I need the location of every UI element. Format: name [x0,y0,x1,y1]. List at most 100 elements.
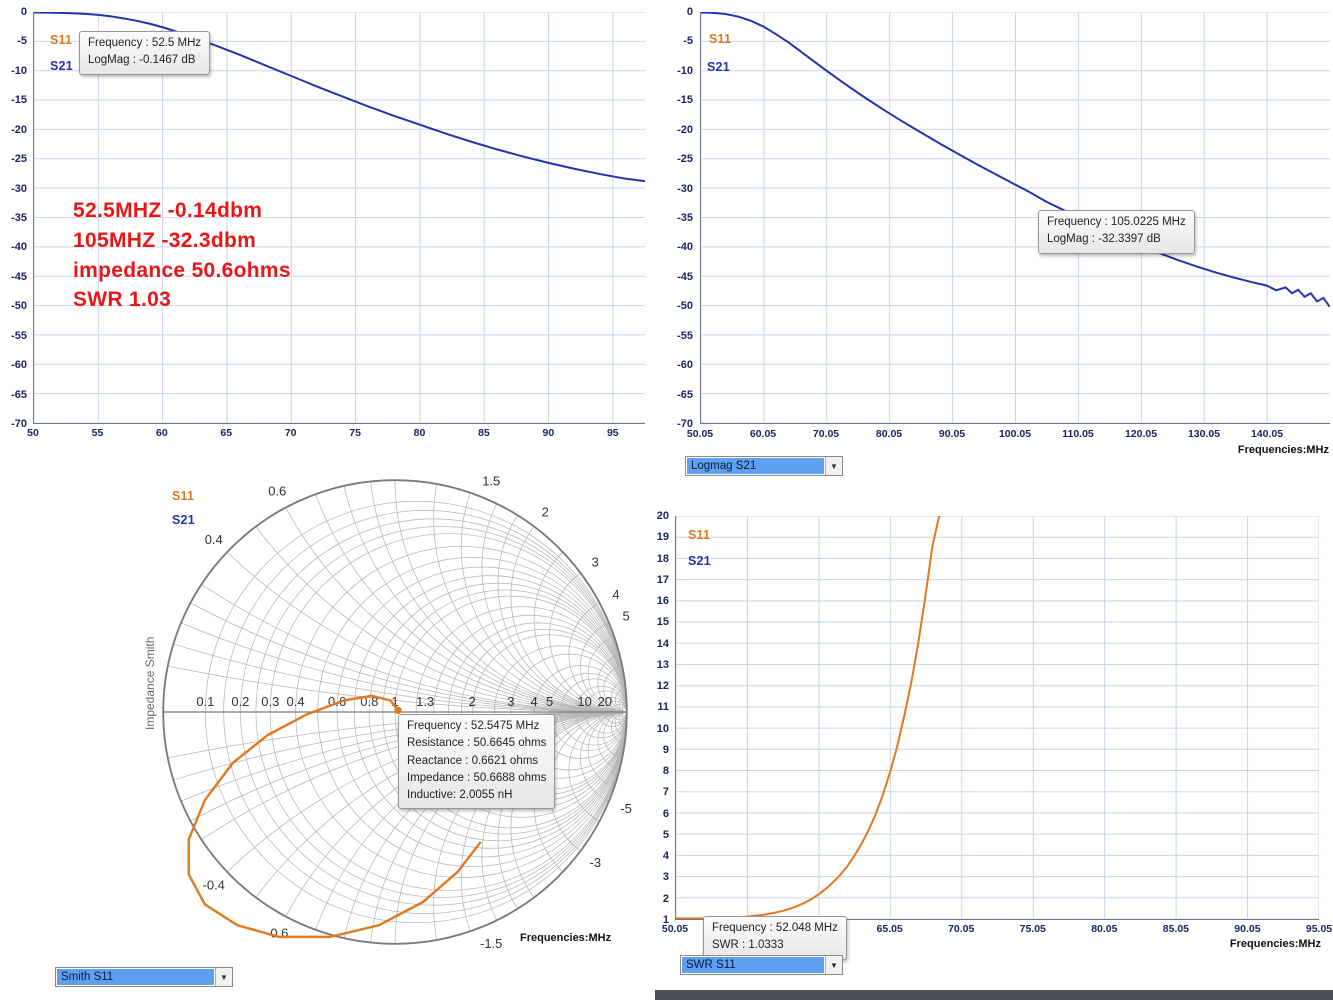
tick-label: 6 [662,807,669,820]
swr-canvas [676,516,1319,919]
dropdown-selected-value: Smith S11 [57,969,214,985]
x-axis-title: Frequencies:MHz [1229,938,1321,950]
smith-chart-canvas[interactable]: 0.1 0.2 0.3 0.4 0.6 0.8 1 1.3 2 3 4 5 10 200.40.61.52… [140,457,650,967]
legend-s11: S11 [50,33,73,47]
legend-s11: S11 [172,489,195,503]
legend-s21: S21 [707,60,730,74]
tick-label: 2 [662,892,669,905]
x-axis-title: Frequencies:MHz [520,932,612,944]
tick-label: 12 [656,680,669,693]
tick-label: 60.05 [749,428,777,440]
logmag-s21-x-tick-labels: 50.05 60.05 70.05 80.05 90.05 100.05 110.05 120… [687,427,1330,441]
tick-label: -20 [11,123,27,136]
marker-tooltip: Frequency : 52.5475 MHz Resistance : 50.… [398,714,556,810]
tick-label: 0 [20,6,27,18]
tick-label: -25 [677,153,693,166]
annotation-line: 52.5MHZ -0.14dbm [73,199,263,222]
svg-text:3: 3 [507,694,514,709]
tooltip-inductive: Inductive: 2.0055 nH [407,789,513,801]
measurement-annotations: 52.5MHZ -0.14dbm 105MHZ -32.3dbm impedan… [73,196,291,315]
x-axis-title: Frequencies:MHz [1237,444,1329,456]
svg-text:-1.5: -1.5 [480,936,502,951]
tick-label: 0 [686,6,693,18]
tick-label: 3 [662,871,669,884]
tooltip-reactance: Reactance : 0.6621 ohms [407,754,539,767]
tick-label: 100.05 [998,428,1032,440]
svg-text:0.4: 0.4 [205,532,223,547]
svg-text:1.5: 1.5 [482,474,500,489]
tick-label: -25 [11,153,27,166]
tick-label: -50 [11,300,27,313]
tick-label: 15 [656,616,669,629]
logmag-overview-plot[interactable] [33,12,645,424]
logmag-overview-y-tick-labels: 0 -5 -10 -15 -20 -25 -30 -35 -40 -45 -50 -55 -60 -65 -… [0,6,30,430]
dropdown-selected-value: Logmag S21 [687,458,824,474]
tick-label: 110.05 [1062,428,1094,440]
svg-text:-3: -3 [590,855,602,870]
tick-label: 50.05 [661,923,689,935]
tooltip-frequency: Frequency : 52.048 MHz [712,922,838,934]
swr-plot[interactable] [675,516,1319,920]
svg-text:-5: -5 [620,801,632,816]
tooltip-resistance: Resistance : 50.6645 ohms [407,737,547,750]
annotation-line: SWR 1.03 [73,288,172,312]
tooltip-frequency: Frequency : 52.5 MHz [88,37,202,49]
trace-select-dropdown[interactable]: SWR S11 ▼ [680,955,843,975]
chevron-down-icon[interactable]: ▼ [825,457,842,475]
smith-axis-title: Impedance Smith [143,636,157,730]
tick-label: -30 [11,182,27,195]
logmag-s21-y-tick-labels: 0 -5 -10 -15 -20 -25 -30 -35 -40 -45 -50 -55 -60 -65 -… [667,6,696,430]
tick-label: 55 [91,427,104,439]
tick-label: 120.05 [1124,428,1158,440]
tick-label: 1 [662,914,669,926]
tooltip-logmag: LogMag : -0.1467 dB [88,54,196,67]
tick-label: -40 [11,241,27,254]
tick-label: 70.05 [812,428,840,440]
tick-label: -30 [677,182,693,195]
legend-s21: S21 [172,513,195,527]
svg-text:5: 5 [546,694,553,709]
tick-label: -45 [11,270,27,283]
chevron-down-icon[interactable]: ▼ [215,968,232,986]
trace-select-dropdown[interactable]: Logmag S21 ▼ [685,456,843,476]
svg-text:0.6: 0.6 [268,484,286,499]
chevron-down-icon[interactable]: ▼ [825,956,842,974]
tick-label: 85 [478,427,490,439]
trace-select-dropdown[interactable]: Smith S11 ▼ [55,967,233,987]
logmag-s21-plot[interactable] [700,12,1330,424]
tick-label: 14 [656,637,669,650]
svg-text:4: 4 [530,694,537,709]
annotation-line: impedance 50.6ohms [73,258,291,282]
tick-label: -10 [677,64,693,77]
tick-label: -60 [677,359,693,372]
dropdown-selected-value: SWR S11 [682,957,824,973]
tick-label: 10 [656,722,669,735]
legend-s21: S21 [688,554,711,568]
svg-text:0.2: 0.2 [231,694,249,709]
tick-label: 7 [662,786,669,799]
tick-label: -35 [677,212,693,224]
svg-text:4: 4 [612,587,619,602]
tick-label: 65.05 [876,923,903,935]
tick-label: -55 [11,329,27,342]
tooltip-frequency: Frequency : 52.5475 MHz [407,720,540,732]
tooltip-impedance: Impedance : 50.6688 ohms [407,771,547,784]
tick-label: -45 [677,270,693,283]
tick-label: -65 [11,388,27,401]
tick-label: 65 [220,427,233,439]
tick-label: 16 [656,595,669,608]
tick-label: 4 [662,850,669,863]
tick-label: 80.05 [1091,923,1118,935]
tick-label: 90.05 [1234,923,1261,935]
tick-label: -40 [677,241,693,254]
tick-label: 75.05 [1019,923,1046,935]
tooltip-logmag: LogMag : -32.3397 dB [1047,233,1161,246]
tick-label: 80 [413,427,426,439]
tick-label: 90.05 [938,428,966,440]
tick-label: 75 [349,427,361,439]
tick-label: -35 [11,212,27,224]
tick-label: 18 [656,552,669,565]
svg-text:5: 5 [623,608,630,623]
tick-label: 60 [155,427,168,439]
swr-y-tick-labels: 1 2 3 4 5 6 7 8 9 10 11 12 13 14 15 16 17 18 19 20 [644,510,672,926]
